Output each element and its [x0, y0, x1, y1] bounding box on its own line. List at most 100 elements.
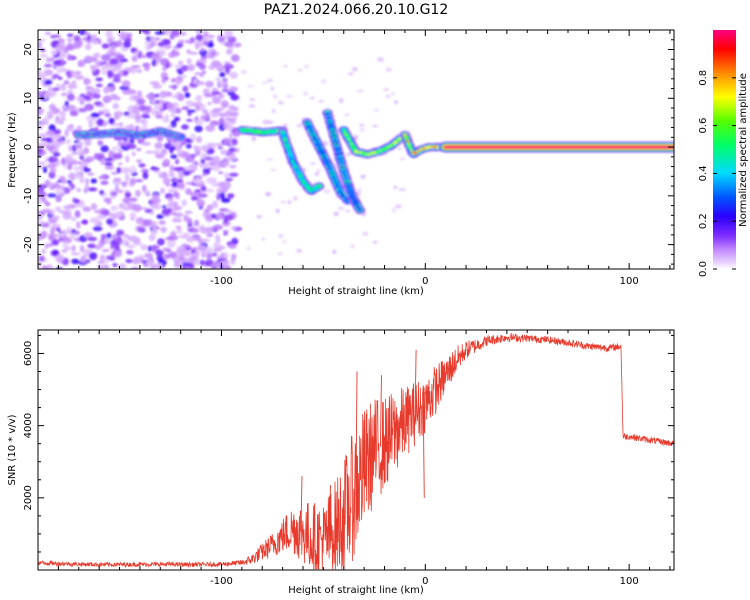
snr-marks — [38, 332, 674, 570]
snr-y-tick-label: 4000 — [23, 413, 34, 438]
spectrogram-noise-blob — [149, 81, 160, 85]
spectrogram-track-mark — [404, 136, 408, 140]
spectrogram-noise-blob — [80, 150, 85, 157]
spectrogram-noise-blob — [40, 230, 48, 239]
spectrogram-y-tick-label: -20 — [23, 236, 34, 252]
spectrogram-noise-blob — [170, 30, 180, 36]
spectrogram-track-mark — [333, 179, 337, 182]
spectrogram-noise-blob — [207, 101, 212, 106]
spectrogram-noise-blob — [51, 215, 61, 220]
spectrogram-noise-blob — [178, 39, 185, 45]
spectrogram-noise-blob — [48, 234, 53, 241]
spectrogram-noise-blob — [248, 104, 256, 108]
spectrogram-noise-blob — [193, 145, 201, 152]
spectrogram-track-mark — [282, 134, 286, 137]
spectrogram-noise-blob — [176, 149, 184, 155]
spectrogram-noise-blob — [189, 133, 196, 141]
spectrogram-noise-blob — [86, 34, 93, 42]
spectrogram-noise-blob — [205, 226, 215, 233]
spectrogram-track-mark — [348, 189, 352, 192]
spectrogram-track-mark — [409, 148, 413, 152]
spectrogram-track-mark — [332, 175, 336, 179]
spectrogram-noise-blob — [183, 251, 192, 257]
spectrogram-noise-blob — [220, 260, 230, 267]
spectrogram-noise-blob — [101, 209, 110, 217]
spectrogram-noise-blob — [87, 243, 96, 249]
spectrogram-noise-blob — [303, 64, 310, 69]
spectrogram-noise-blob — [224, 36, 234, 39]
spectrogram-noise-blob — [382, 88, 390, 91]
spectrogram-noise-blob — [125, 258, 134, 264]
spectrogram-noise-blob — [70, 216, 77, 222]
spectrogram-noise-blob — [39, 54, 48, 58]
spectrogram-noise-blob — [112, 263, 118, 267]
spectrogram-noise-blob — [168, 188, 178, 193]
spectrogram-track-mark — [352, 147, 356, 150]
colorbar-label: Normalized spectral amplitude — [738, 73, 749, 227]
spectrogram-noise-blob — [73, 172, 83, 179]
spectrogram-noise-blob — [185, 118, 193, 122]
spectrogram-noise-blob — [216, 82, 226, 87]
spectrogram-noise-blob — [100, 145, 109, 153]
spectrogram-noise-blob — [172, 181, 178, 187]
spectrogram-track-mark — [340, 165, 345, 169]
spectrogram-noise-blob — [181, 199, 188, 207]
spectrogram-noise-blob — [123, 111, 130, 116]
spectrogram-track-mark — [310, 131, 314, 134]
spectrogram-noise-blob — [176, 248, 186, 255]
spectrogram-noise-blob — [168, 200, 174, 206]
spectrogram-noise-blob — [55, 70, 63, 74]
spectrogram-noise-blob — [145, 260, 154, 267]
spectrogram-track-mark — [291, 160, 295, 163]
spectrogram-noise-blob — [195, 94, 203, 103]
spectrogram-noise-blob — [186, 217, 192, 225]
spectrogram-noise-blob — [47, 193, 58, 198]
spectrogram-noise-blob — [144, 252, 153, 259]
spectrogram-noise-blob — [181, 124, 189, 130]
spectrogram-noise-blob — [190, 195, 198, 201]
spectrogram-noise-blob — [180, 65, 189, 72]
spectrogram-noise-blob — [100, 264, 110, 269]
spectrogram-noise-blob — [38, 41, 43, 49]
spectrogram-noise-blob — [68, 145, 73, 152]
spectrogram-noise-blob — [175, 159, 180, 165]
spectrogram-noise-blob — [285, 94, 293, 98]
spectrogram-noise-blob — [183, 166, 193, 172]
spectrogram-noise-blob — [229, 165, 237, 169]
spectrogram-noise-blob — [38, 221, 47, 225]
spectrogram-noise-blob — [174, 107, 182, 114]
spectrogram-noise-blob — [190, 162, 197, 171]
spectrogram-noise-blob — [92, 226, 103, 232]
spectrogram-noise-blob — [199, 57, 207, 64]
spectrogram-track-mark — [315, 141, 319, 144]
spectrogram-noise-blob — [120, 181, 129, 186]
spectrogram-noise-blob — [63, 157, 74, 162]
spectrogram-noise-blob — [185, 188, 192, 195]
snr-y-axis-label: SNR (10 * v/v) — [7, 414, 18, 485]
spectrogram-noise-blob — [184, 92, 191, 98]
spectrogram-noise-blob — [76, 125, 82, 132]
snr-x-tick-label: -100 — [210, 576, 233, 587]
spectrogram-track-mark — [345, 181, 350, 185]
spectrogram-noise-blob — [373, 240, 378, 244]
spectrogram-track-mark — [314, 138, 318, 142]
spectrogram-noise-blob — [64, 246, 71, 251]
spectrogram-noise-blob — [228, 243, 237, 249]
spectrogram-noise-blob — [200, 47, 205, 52]
spectrogram-noise-blob — [227, 154, 237, 161]
spectrogram-noise-blob — [53, 182, 60, 187]
spectrogram-track-mark — [325, 112, 330, 115]
spectrogram-noise-blob — [66, 93, 75, 102]
spectrogram-noise-blob — [55, 227, 61, 232]
spectrogram-noise-blob — [141, 115, 151, 119]
snr-x-tick-label: 100 — [620, 576, 639, 587]
spectrogram-noise-blob — [74, 71, 82, 75]
spectrogram-noise-blob — [88, 120, 94, 128]
spectrogram-noise-blob — [90, 65, 97, 72]
spectrogram-noise-blob — [362, 231, 369, 236]
spectrogram-noise-blob — [373, 109, 379, 112]
spectrogram-track-mark — [321, 154, 326, 158]
spectrogram-track-mark — [289, 156, 294, 160]
spectrogram-noise-blob — [137, 227, 144, 233]
spectrogram-y-tick-label: -10 — [23, 188, 34, 204]
